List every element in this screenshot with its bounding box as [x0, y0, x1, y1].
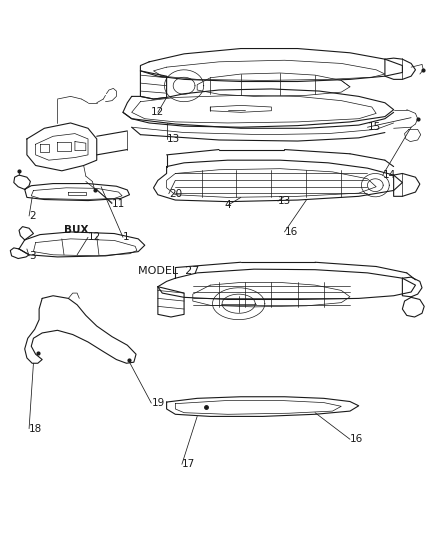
Text: 17: 17 [182, 459, 195, 469]
Text: 14: 14 [383, 170, 396, 180]
Text: 13: 13 [166, 134, 180, 144]
Text: 12: 12 [88, 232, 101, 243]
Text: 16: 16 [350, 434, 363, 445]
Text: 13: 13 [278, 196, 291, 206]
Text: 2: 2 [29, 211, 36, 221]
Text: 18: 18 [29, 424, 42, 434]
Text: 3: 3 [29, 251, 36, 261]
Text: 12: 12 [151, 107, 165, 117]
Text: 11: 11 [112, 199, 125, 209]
Text: BUX: BUX [64, 225, 88, 236]
Text: MODEL  27: MODEL 27 [138, 266, 200, 276]
Text: 19: 19 [151, 398, 165, 408]
Text: 16: 16 [285, 227, 298, 237]
Text: 1: 1 [123, 232, 130, 243]
Text: 20: 20 [169, 189, 182, 199]
Text: 15: 15 [367, 122, 381, 132]
Text: 4: 4 [224, 200, 231, 211]
